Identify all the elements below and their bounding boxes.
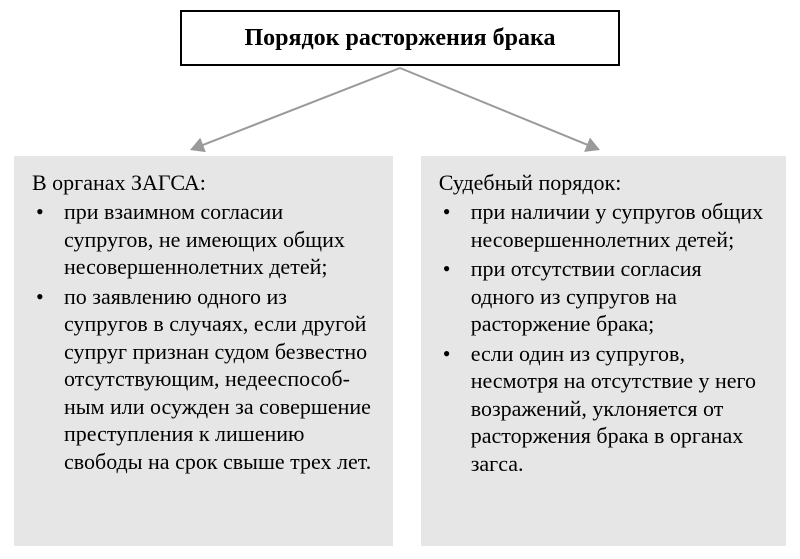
zags-bullet-0: при взаимном согласии супругов, не имеющ… <box>32 198 375 281</box>
cards-row: В органах ЗАГСА: при взаимном согласии с… <box>14 156 786 546</box>
card-zags-list: при взаимном согласии супругов, не имеющ… <box>32 198 375 475</box>
zags-bullet-1: по заявлению одного из супругов в случая… <box>32 283 375 476</box>
card-court: Судебный порядок: при наличии у супругов… <box>421 156 786 546</box>
card-zags: В органах ЗАГСА: при взаимном согласии с… <box>14 156 393 546</box>
court-bullet-0: при наличии у супругов общих несовершенн… <box>439 198 768 253</box>
card-zags-heading: В органах ЗАГСА: <box>32 170 375 196</box>
court-bullet-2: если один из супругов, несмотря на отсут… <box>439 340 768 478</box>
arrow-right <box>400 68 600 152</box>
court-bullet-1: при отсутствии согласия одного из супруг… <box>439 255 768 338</box>
card-court-list: при наличии у супругов общих несовершенн… <box>439 198 768 477</box>
arrow-left <box>190 68 400 152</box>
card-court-heading: Судебный порядок: <box>439 170 768 196</box>
diagram-title: Порядок расторжения брака <box>245 25 556 52</box>
title-box: Порядок расторжения брака <box>180 10 620 66</box>
arrows-svg <box>0 66 800 156</box>
